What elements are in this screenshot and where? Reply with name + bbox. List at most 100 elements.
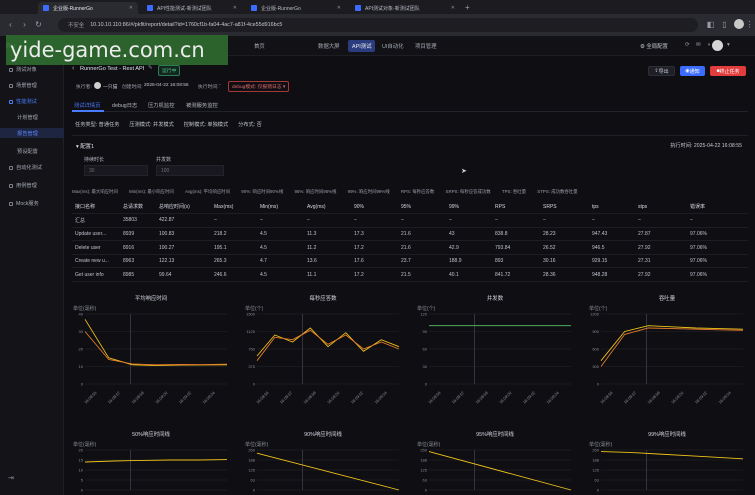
legend-item: RPS: 每秒应答数	[400, 189, 435, 194]
top-nav: 首页 数据大屏 API测试 UI自动化 项目管理 ⚙ 全局配置 ⟳ ✉ ◑ ▾	[64, 36, 755, 56]
tab-debug-log[interactable]: debug日志	[112, 103, 138, 109]
url-field[interactable]: 不安全 10.10.10.110:86/#/pkfit/report/detai…	[58, 18, 698, 32]
watermark-banner: yide-game.com.cn	[6, 35, 228, 65]
nav-ui-automation[interactable]: UI自动化	[382, 44, 404, 50]
x-tick-label: 16:08:55	[83, 390, 98, 405]
sidebar-item-test-objects[interactable]: 测试对象	[9, 66, 37, 73]
message-icon[interactable]: ✉	[696, 42, 701, 48]
browser-tab-bar: 企业版-RunnerGo ✕ API性能测试-新测试团队 ✕ 企业版-RunnerG…	[0, 0, 755, 14]
executor-name: 一只猫	[103, 85, 118, 90]
security-label: 不安全	[68, 23, 85, 29]
duration-field[interactable]: 30	[84, 165, 148, 176]
case-icon	[9, 183, 13, 188]
series-line	[256, 327, 400, 357]
close-icon[interactable]: ✕	[336, 5, 341, 11]
mouse-cursor-icon: ➤	[461, 168, 467, 175]
report-tabs: 测试详情页 debug日志 压力机监控 被测服务监控	[72, 100, 748, 112]
sidepanel-icon[interactable]: ▯	[722, 20, 727, 29]
theme-icon[interactable]: ◑	[707, 42, 711, 48]
nav-api-test[interactable]: API测试	[348, 40, 376, 52]
sidebar-item-automation[interactable]: 自动化测试	[9, 164, 42, 171]
x-tick-label: 16:09:02	[694, 390, 709, 405]
profile-avatar[interactable]	[734, 19, 744, 29]
chart-title: 并发数	[487, 294, 504, 302]
y-tick-label: 0	[425, 382, 428, 387]
new-tab-icon[interactable]: +	[465, 3, 470, 12]
table-row: 汇总 35803 422.87– – – – – – – – – – –	[72, 213, 748, 228]
scene-icon	[9, 83, 13, 88]
y-tick-label: 1200	[590, 312, 600, 317]
favicon-icon	[355, 5, 361, 11]
tab-machine-monitor[interactable]: 压力机监控	[148, 103, 175, 109]
y-tick-label: 250	[248, 448, 255, 453]
y-tick-label: 750	[248, 347, 255, 352]
reload-icon[interactable]: ↻	[35, 20, 42, 29]
browser-tab[interactable]: 企业版-RunnerGo ✕	[38, 2, 138, 14]
back-icon[interactable]: ‹	[9, 20, 12, 29]
close-icon[interactable]: ✕	[232, 5, 237, 11]
tab-service-monitor[interactable]: 被测服务监控	[186, 103, 218, 109]
menu-icon[interactable]: ⋮	[745, 20, 754, 29]
user-avatar[interactable]	[712, 40, 723, 51]
favicon-icon	[251, 5, 257, 11]
y-tick-label: 60	[423, 347, 428, 352]
stress-mode: 压测模式: 并发模式	[129, 122, 174, 128]
stop-icon: ■	[716, 68, 720, 74]
chart-unit-label: 单位(毫秒)	[73, 305, 97, 312]
notify-button[interactable]: ◉ 通知	[680, 66, 705, 76]
config-toggle[interactable]: ▾ 配置1	[76, 144, 94, 150]
browser-tab[interactable]: API测试对象-新测试团队 ✕	[350, 2, 460, 14]
chart-title: 95%响应时间线	[476, 430, 514, 438]
browser-tab[interactable]: 企业版-RunnerGo ✕	[246, 2, 346, 14]
debug-mode-select[interactable]: debug模式: 仅报错日志 ▾	[228, 81, 290, 92]
sync-icon[interactable]: ⟳	[685, 42, 690, 48]
sidebar-item-mock[interactable]: Mock服务	[9, 200, 39, 207]
nav-dashboard[interactable]: 数据大屏	[318, 44, 340, 50]
extensions-icon[interactable]: ◧	[706, 20, 715, 29]
sidebar-item-scenes[interactable]: 场景管理	[9, 82, 37, 89]
edit-icon[interactable]: ✎	[148, 65, 153, 71]
sidebar-item-presets[interactable]: 预设配置	[17, 149, 38, 155]
nav-home[interactable]: 首页	[254, 44, 265, 50]
forward-icon[interactable]: ›	[23, 20, 26, 29]
concurrency-field[interactable]: 100	[156, 165, 224, 176]
column-header: SRPS	[540, 200, 589, 215]
sidebar-item-cases[interactable]: 用例管理	[9, 182, 37, 189]
sidebar-item-plans[interactable]: 计划管理	[17, 115, 38, 121]
export-button[interactable]: ⇪ 导出	[648, 66, 675, 76]
close-icon[interactable]: ✕	[128, 5, 133, 11]
collapse-icon[interactable]: ⇥	[8, 475, 14, 482]
sidebar-item-reports[interactable]: 报告管理	[0, 128, 64, 138]
stop-task-button[interactable]: ■ 终止任务	[710, 66, 746, 76]
y-tick-label: 20	[79, 347, 84, 352]
nav-project[interactable]: 项目管理	[415, 44, 437, 50]
tab-test-detail[interactable]: 测试详情页	[74, 103, 101, 109]
chart-title: 每秒应答数	[310, 294, 338, 302]
x-tick-label: 16:08:56	[255, 390, 270, 405]
browser-tab[interactable]: API性能测试-新测试团队 ✕	[142, 2, 242, 14]
sidebar-item-perf-test[interactable]: 性能测试	[9, 98, 37, 105]
column-header: stps	[635, 200, 687, 215]
close-icon[interactable]: ✕	[450, 5, 455, 11]
distributed: 分布式: 否	[238, 122, 262, 128]
series-line	[84, 459, 228, 463]
y-tick-label: 125	[592, 468, 599, 473]
column-header: 错误率	[687, 200, 748, 215]
address-bar-row: ‹ › ↻ 不安全 10.10.10.110:86/#/pkfit/report…	[0, 14, 755, 36]
y-tick-label: 15	[79, 458, 84, 463]
back-button[interactable]: ‹	[72, 65, 75, 72]
series-line	[600, 325, 744, 361]
y-tick-label: 10	[79, 364, 84, 369]
column-header: 95%	[398, 200, 446, 215]
user-menu-chevron-icon[interactable]: ▾	[727, 42, 730, 48]
x-tick-label: 16:08:57	[451, 390, 466, 405]
global-config-link[interactable]: ⚙ 全局配置	[640, 44, 668, 50]
x-tick-label: 16:08:57	[107, 390, 122, 405]
concurrency-label: 并发数	[156, 157, 172, 163]
report-header: ‹ RunnerGo Test - Rest API ✎ 运行中 执行者: 一只…	[72, 63, 748, 103]
table-row: Create new u... 8963 122.13 265.3 4.7 13.6 17.…	[72, 254, 748, 269]
y-tick-label: 63	[251, 478, 256, 483]
x-tick-label: 16:08:56	[599, 390, 614, 405]
series-line	[256, 329, 400, 361]
y-tick-label: 0	[597, 382, 600, 387]
